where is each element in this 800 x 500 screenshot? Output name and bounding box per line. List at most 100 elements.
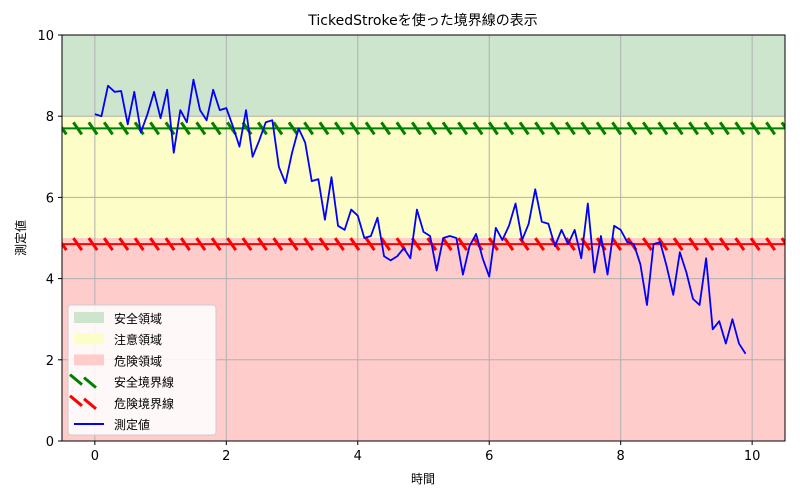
- threshold-1-tick-18: [333, 237, 345, 251]
- threshold-0-tick-18: [333, 121, 345, 136]
- threshold-1-tick-47: [780, 237, 785, 246]
- threshold-1-tick-11: [226, 237, 238, 251]
- threshold-0-tick-26: [457, 121, 469, 136]
- threshold-0-tick-15: [287, 121, 299, 136]
- threshold-1-tick-4: [118, 237, 130, 251]
- x-tick-label-5: 10: [744, 449, 761, 464]
- threshold-1-tick-19: [349, 237, 361, 251]
- threshold-1-tick-14: [272, 237, 284, 251]
- x-tick-label-4: 8: [617, 449, 625, 464]
- threshold-0-tick-36: [611, 121, 623, 136]
- threshold-0-tick-27: [472, 121, 484, 136]
- threshold-0-tick-1: [72, 121, 84, 136]
- threshold-0-tick-28: [487, 121, 499, 136]
- legend-label-4: 危険境界線: [114, 396, 174, 411]
- threshold-0-tick-42: [703, 121, 715, 136]
- legend-box: [67, 304, 217, 436]
- legend-swatch-0: [74, 312, 104, 323]
- legend-label-3: 安全境界線: [114, 375, 174, 390]
- threshold-0-tick-5: [133, 121, 145, 136]
- legend-swatch-4: [69, 394, 97, 410]
- threshold-1-tick-43: [718, 237, 730, 251]
- threshold-0-tick-24: [426, 121, 438, 136]
- zone-0: [62, 35, 785, 117]
- threshold-0-tick-10: [210, 121, 222, 136]
- threshold-1-tick-36: [611, 237, 623, 251]
- threshold-1-tick-45: [749, 237, 761, 251]
- threshold-1-tick-33: [564, 237, 576, 251]
- legend-label-5: 測定値: [114, 417, 150, 432]
- y-tick-label-1: 2: [46, 354, 54, 369]
- legend-label-2: 危険領域: [114, 353, 162, 368]
- series-layer: [94, 78, 747, 355]
- threshold-1-tick-25: [441, 237, 453, 251]
- threshold-0-tick-13: [256, 121, 268, 136]
- threshold-1-tick-10: [210, 237, 222, 251]
- threshold-0-tick-38: [641, 121, 653, 136]
- threshold-0-tick-30: [518, 121, 530, 136]
- threshold-0-tick-2: [87, 121, 99, 136]
- threshold-0-tick-4: [118, 121, 130, 136]
- chart-title: TickedStrokeを使った境界線の表示: [307, 12, 537, 29]
- threshold-0-tick-7: [164, 121, 176, 136]
- threshold-1-tick-8: [179, 237, 191, 251]
- threshold-0-tick-8: [179, 121, 191, 136]
- y-tick-label-3: 6: [46, 191, 54, 206]
- threshold-1-tick-46: [765, 237, 777, 251]
- y-axis-label: 測定値: [13, 220, 28, 256]
- threshold-1-tick-39: [657, 237, 669, 251]
- threshold-0-tick-39: [657, 121, 669, 136]
- threshold-0: [62, 121, 785, 136]
- y-tick-label-4: 8: [46, 110, 54, 125]
- legend-swatch-3-tick-0: [69, 373, 83, 386]
- y-tick-label-5: 10: [37, 29, 54, 44]
- zone-1: [62, 116, 785, 238]
- threshold-0-tick-32: [549, 121, 561, 136]
- legend-swatch-4-tick-1: [83, 397, 97, 410]
- threshold-1-tick-21: [380, 237, 392, 251]
- threshold-1-tick-20: [364, 237, 376, 251]
- legend-swatch-3-tick-1: [83, 376, 97, 389]
- threshold-1-tick-17: [318, 237, 330, 251]
- x-axis-label: 時間: [411, 472, 435, 486]
- threshold-1-tick-35: [595, 237, 607, 251]
- plot-frame: [61, 34, 786, 442]
- threshold-0-tick-35: [595, 121, 607, 136]
- threshold-1-tick-5: [133, 237, 145, 251]
- threshold-0-tick-34: [580, 121, 592, 136]
- x-tick-label-3: 6: [485, 449, 493, 464]
- y-tick-label-0: 0: [46, 435, 54, 450]
- legend-swatch-4-tick-0: [69, 394, 83, 407]
- threshold-0-tick-43: [718, 121, 730, 136]
- threshold-1-tick-13: [256, 237, 268, 251]
- ticks-layer: 0 2 4 6 8 10 0 2 4 6 8 10: [37, 29, 760, 464]
- threshold-0-tick-37: [626, 121, 638, 136]
- threshold-0-tick-46: [765, 121, 777, 136]
- threshold-1-tick-38: [641, 237, 653, 251]
- threshold-1-tick-12: [241, 237, 253, 251]
- threshold-1-tick-9: [195, 237, 207, 251]
- y-tick-label-2: 4: [46, 273, 54, 288]
- legend-swatch-1: [74, 333, 104, 345]
- legend-label-1: 注意領域: [114, 332, 162, 347]
- x-tick-label-0: 0: [91, 449, 99, 464]
- threshold-0-tick-16: [303, 121, 315, 136]
- threshold-0-tick-23: [410, 121, 422, 136]
- threshold-0-tick-40: [672, 121, 684, 136]
- threshold-0-tick-47: [780, 121, 785, 130]
- threshold-0-tick-14: [272, 121, 284, 136]
- threshold-layer: [62, 121, 785, 251]
- threshold-0-tick-17: [318, 121, 330, 136]
- threshold-1-tick-6: [149, 237, 161, 251]
- legend-label-0: 安全領域: [114, 311, 162, 326]
- x-tick-label-2: 4: [354, 449, 362, 464]
- threshold-1-tick-1: [72, 237, 84, 251]
- threshold-1-tick-42: [703, 237, 715, 251]
- threshold-0-tick-25: [441, 121, 453, 136]
- threshold-1-tick-29: [503, 237, 515, 251]
- threshold-0-tick-45: [749, 121, 761, 136]
- threshold-1-tick-41: [688, 237, 700, 251]
